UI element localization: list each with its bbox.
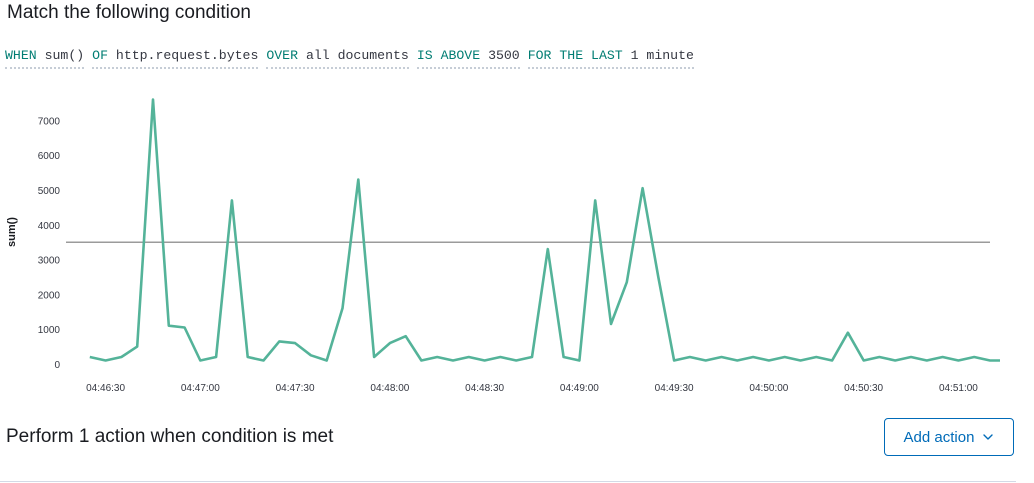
x-tick-label: 04:47:30 [276,383,315,394]
condition-expression: WHEN sum() OF http.request.bytes OVER al… [5,47,702,69]
for-the-last-keyword: FOR THE LAST [527,48,623,63]
x-tick-label: 04:50:00 [749,383,788,394]
condition-title: Match the following condition [7,2,251,23]
y-axis-ticks: 0 1000 2000 3000 4000 5000 6000 7000 [38,116,61,371]
y-tick-label: 2000 [38,290,61,301]
add-action-button[interactable]: Add action [884,418,1014,456]
when-keyword: WHEN [5,48,37,63]
series-layer [89,98,1000,362]
x-tick-label: 04:49:30 [655,383,694,394]
y-axis-label: sum() [6,217,18,247]
over-value: all documents [305,48,409,63]
series-line [89,98,1000,362]
section-divider [0,481,1016,482]
x-tick-label: 04:51:00 [939,383,978,394]
y-tick-label: 0 [54,360,60,371]
time-window-expression[interactable]: FOR THE LAST 1 minute [527,47,694,69]
x-axis-ticks: 04:46:30 04:47:00 04:47:30 04:48:00 04:48:30… [86,383,978,394]
x-tick-label: 04:47:00 [181,383,220,394]
over-expression[interactable]: OVER all documents [266,47,409,69]
y-tick-label: 3000 [38,256,61,267]
over-keyword: OVER [266,48,299,63]
x-tick-label: 04:50:30 [844,383,883,394]
y-tick-label: 4000 [38,221,61,232]
when-expression[interactable]: WHEN sum() [5,47,85,69]
threshold-chart: sum() 0 1000 2000 3000 4000 5000 6000 7000 04:4… [0,90,1000,400]
x-tick-label: 04:48:00 [370,383,409,394]
threshold-value: 3500 [488,48,520,63]
time-window-value: 1 minute [630,48,694,63]
of-expression[interactable]: OF http.request.bytes [92,47,259,69]
actions-heading: Perform 1 action when condition is met [6,426,334,447]
y-tick-label: 6000 [38,151,61,162]
threshold-expression[interactable]: IS ABOVE 3500 [416,47,520,69]
aggregation-value: sum() [44,48,85,63]
chart-svg: sum() 0 1000 2000 3000 4000 5000 6000 7000 04:4… [6,98,1000,394]
x-tick-label: 04:48:30 [465,383,504,394]
y-tick-label: 5000 [38,186,61,197]
add-action-label: Add action [903,428,975,446]
x-tick-label: 04:46:30 [86,383,125,394]
y-tick-label: 1000 [38,325,61,336]
of-keyword: OF [92,48,108,63]
x-tick-label: 04:49:00 [560,383,599,394]
y-tick-label: 7000 [38,116,61,127]
chevron-down-icon [982,431,994,443]
field-value: http.request.bytes [115,48,259,63]
is-above-keyword: IS ABOVE [416,48,481,63]
